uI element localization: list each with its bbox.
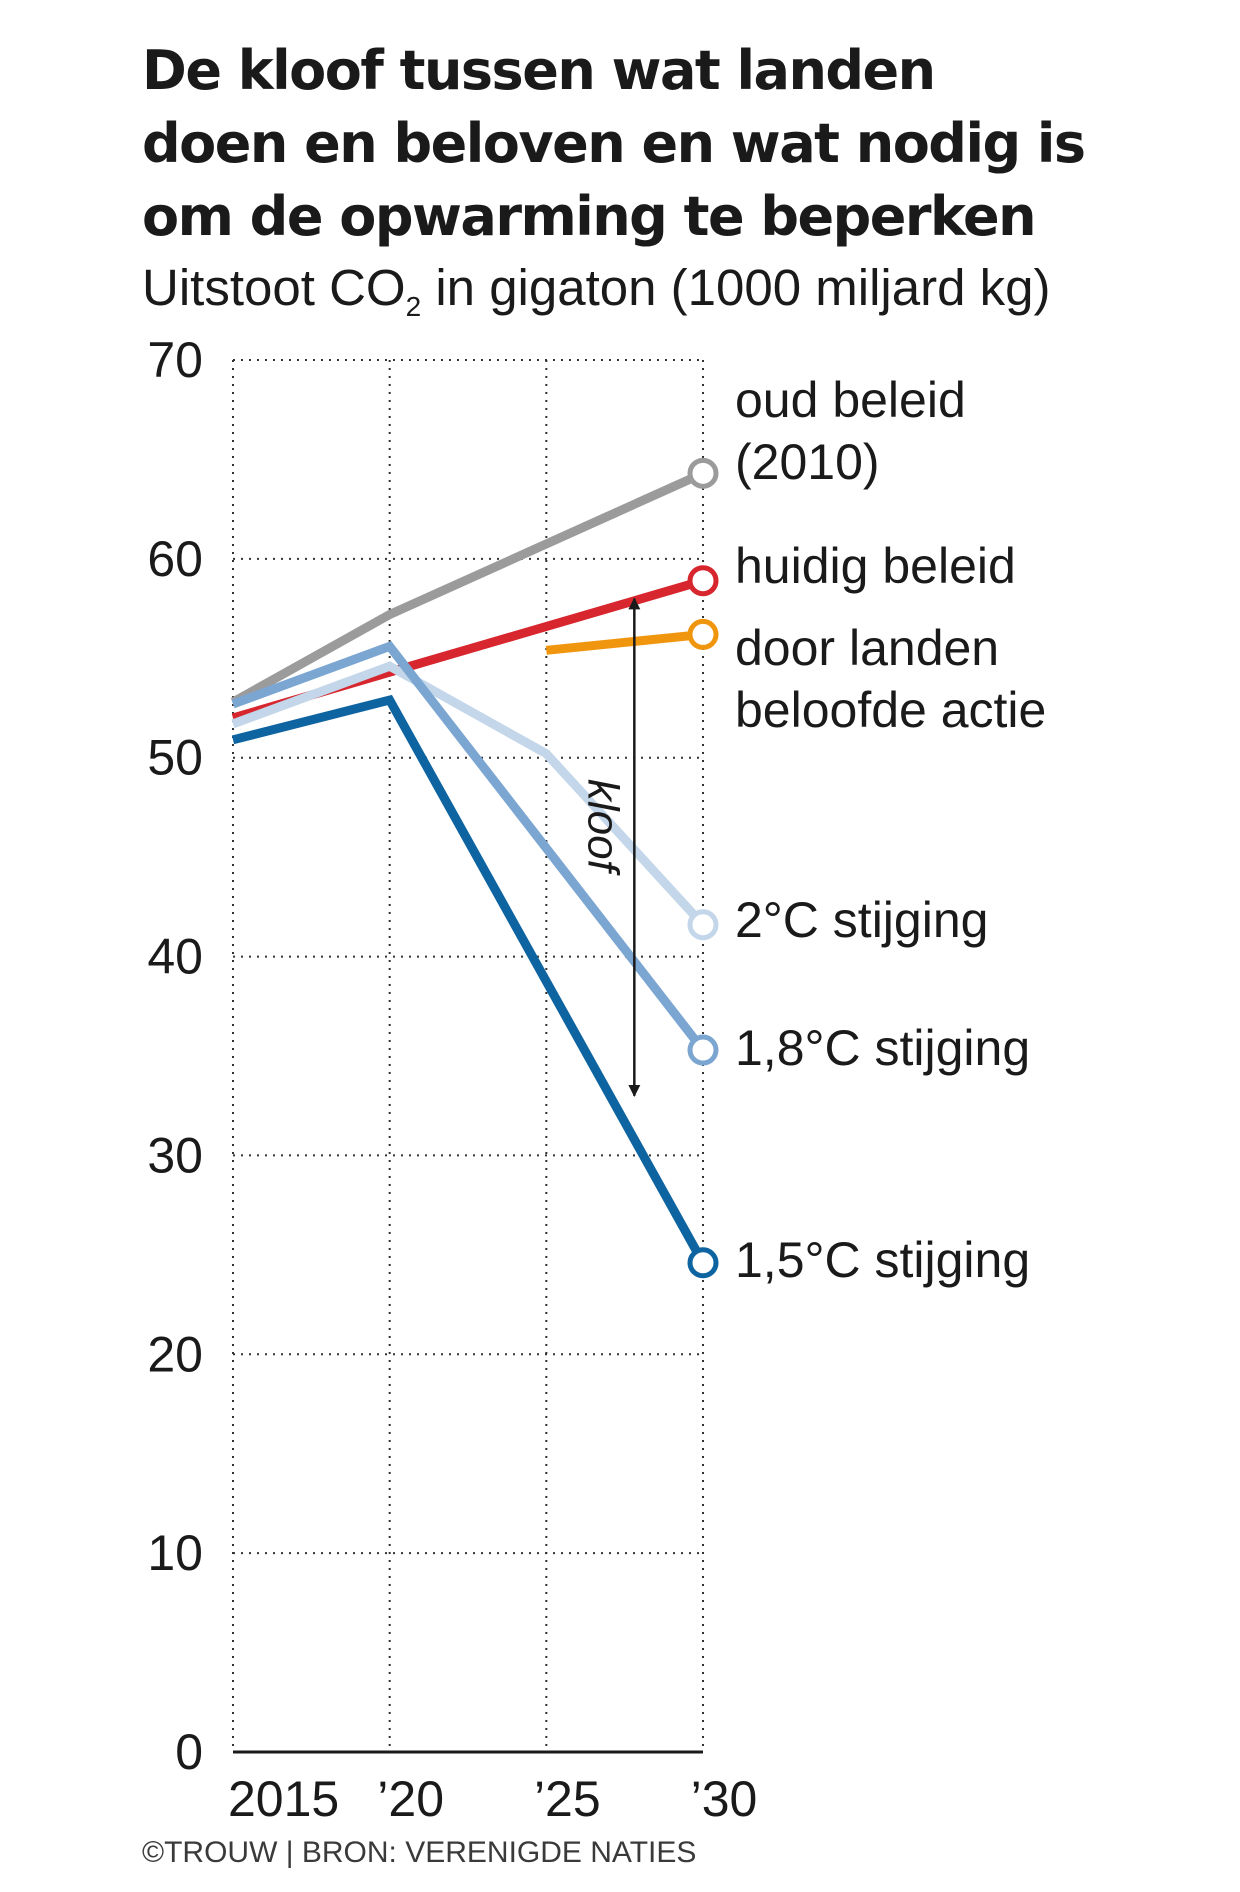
series-end-marker [687,909,719,941]
series-end-marker [687,1034,719,1066]
series-label: 2°C stijging [735,892,988,948]
series-label: huidig beleid [735,538,1016,594]
series-label: 1,5°C stijging [735,1232,1030,1288]
grid [232,359,704,1752]
y-tick-label: 30 [147,1127,203,1183]
title-line: De kloof tussen wat landen [142,39,936,102]
series-line [545,629,704,655]
y-tick-label: 50 [147,730,203,786]
x-tick-label: 2015 [228,1771,339,1827]
y-tick-label: 70 [147,332,203,388]
x-tick-label: ’20 [377,1771,444,1827]
series-line [231,661,707,928]
series-end-marker [687,618,719,650]
series-label: door landen [735,620,999,676]
series-labels: oud beleid (2010) huidig beleid door landen… [735,372,1046,1288]
series-end-marker [687,565,719,597]
source-credit: ©TROUW | BRON: VERENIGDE NATIES [142,1836,697,1869]
title-line: om de opwarming te beperken [142,185,1037,248]
kloof-label: kloof [578,779,627,877]
series-label: 1,8°C stijging [735,1020,1030,1076]
y-tick-label: 20 [147,1326,203,1382]
y-tick-label: 60 [147,531,203,587]
y-tick-label: 10 [147,1525,203,1581]
subtitle-subscript: 2 [405,291,422,323]
y-tick-label: 40 [147,929,203,985]
y-tick-label: 0 [175,1724,203,1780]
axes: 0 10 20 30 40 50 60 70 2015 ’20 ’25 ’30 [147,332,757,1827]
series-lines [230,457,719,1279]
series-line [231,694,707,1266]
chart-title: De kloof tussen wat landen doen en belov… [142,34,1202,253]
chart-subtitle: Uitstoot CO2 in gigaton (1000 miljard kg… [142,258,1051,337]
series-line [231,640,707,1053]
kloof-annotation: kloof [578,597,641,1097]
series-end-marker [687,457,719,489]
title-line: doen en beloven en wat nodig is [142,112,1086,175]
series-line [230,469,705,706]
subtitle-text: Uitstoot CO [142,259,406,316]
series-label: beloofde actie [735,682,1046,738]
series-label: oud beleid [735,372,966,428]
x-tick-label: ’30 [691,1771,758,1827]
x-tick-label: ’25 [534,1771,601,1827]
subtitle-text-rest: in gigaton (1000 miljard kg) [421,259,1051,316]
series-label: (2010) [735,434,880,490]
series-end-marker [687,1247,719,1279]
